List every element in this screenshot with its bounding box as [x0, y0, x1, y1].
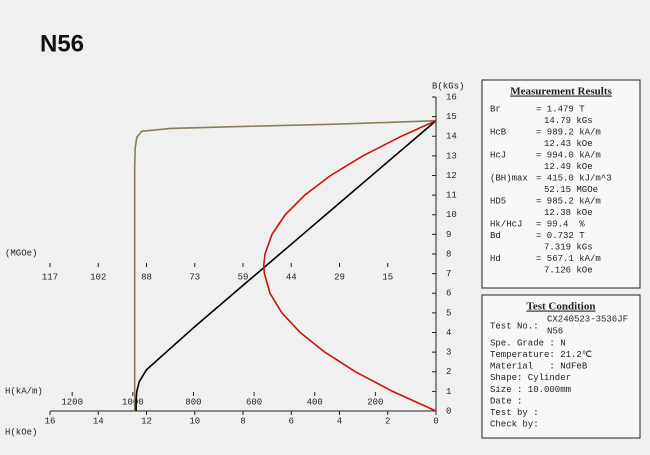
measure-value: 12.49 kOe	[544, 162, 593, 172]
x2-tick-label: 1200	[61, 397, 83, 407]
x3-axis-label: (MGOe)	[5, 248, 37, 258]
measure-label: Hk/HcJ	[490, 219, 522, 229]
measure-label: (BH)max	[490, 173, 528, 183]
y-tick-label: 14	[446, 132, 457, 142]
test-line: Temperature: 21.2℃	[490, 350, 592, 360]
test-line: Test by :	[490, 408, 539, 418]
x2-tick-label: 200	[367, 397, 383, 407]
measure-value: 12.38 kOe	[544, 208, 593, 218]
measure-value: = 1.479 T	[536, 104, 585, 114]
y-tick-label: 9	[446, 230, 451, 240]
x2-tick-label: 400	[307, 397, 323, 407]
measure-value: = 985.2 kA/m	[536, 196, 601, 206]
x-tick-label: 16	[45, 416, 56, 426]
y-tick-label: 10	[446, 210, 457, 220]
x3-tick-label: 102	[90, 272, 106, 282]
measure-value: 7.319 kGs	[544, 242, 593, 252]
x3-tick-label: 29	[334, 272, 345, 282]
measure-value: = 994.0 kA/m	[536, 150, 601, 160]
measure-value: = 567.1 kA/m	[536, 254, 601, 264]
test-no: N56	[547, 326, 563, 336]
measure-value: 7.126 kOe	[544, 265, 593, 275]
measure-value: = 99.4 %	[536, 219, 585, 229]
measure-value: = 989.2 kA/m	[536, 127, 601, 137]
y-tick-label: 1	[446, 387, 451, 397]
y-tick-label: 3	[446, 348, 451, 358]
test-no-label: Test No.:	[490, 321, 539, 331]
y-tick-label: 16	[446, 92, 457, 102]
y-tick-label: 7	[446, 269, 451, 279]
y-tick-label: 2	[446, 367, 451, 377]
test-line: Material : NdFeB	[490, 362, 588, 372]
x3-tick-label: 59	[238, 272, 249, 282]
y-tick-label: 12	[446, 171, 457, 181]
y-tick-label: 13	[446, 151, 457, 161]
x-tick-label: 2	[385, 416, 390, 426]
x-tick-label: 10	[189, 416, 200, 426]
x-tick-label: 0	[433, 416, 438, 426]
measure-label: HcB	[490, 127, 507, 137]
measure-value: 52.15 MGOe	[544, 185, 598, 195]
measure-value: = 415.0 kJ/m^3	[536, 173, 612, 183]
test-panel	[481, 294, 641, 439]
x3-tick-label: 117	[42, 272, 58, 282]
test-line: Shape: Cylinder	[490, 373, 571, 383]
x2-tick-label: 600	[246, 397, 262, 407]
measure-label: Br	[490, 104, 501, 114]
measure-value: = 0.732 T	[536, 231, 585, 241]
x-tick-label: 4	[337, 416, 342, 426]
test-line: Date :	[490, 396, 522, 406]
x3-tick-label: 88	[141, 272, 152, 282]
curve	[262, 119, 437, 412]
y-tick-label: 5	[446, 308, 451, 318]
y-axis-label: B(kGs)	[432, 81, 464, 91]
x3-tick-label: 15	[382, 272, 393, 282]
x-tick-label: 8	[240, 416, 245, 426]
x-tick-label: 6	[289, 416, 294, 426]
test-line: Check by:	[490, 420, 539, 430]
x2-axis-label: H(kA/m)	[5, 386, 43, 396]
measure-label: Hd	[490, 254, 501, 264]
test-line: Spe. Grade : N	[490, 338, 566, 348]
x2-tick-label: 1000	[122, 397, 144, 407]
y-tick-label: 15	[446, 112, 457, 122]
x2-tick-label: 800	[185, 397, 201, 407]
x-tick-label: 14	[93, 416, 104, 426]
y-tick-label: 0	[446, 406, 451, 416]
measure-value: 12.43 kOe	[544, 139, 593, 149]
y-tick-label: 4	[446, 328, 451, 338]
x3-tick-label: 44	[286, 272, 297, 282]
x-axis-label: H(kOe)	[5, 427, 37, 437]
y-tick-label: 8	[446, 249, 451, 259]
y-tick-label: 6	[446, 289, 451, 299]
test-line: Size : 10.000mm	[490, 385, 571, 395]
curve	[135, 120, 437, 411]
measure-value: 14.79 kGs	[544, 116, 593, 126]
measure-label: Bd	[490, 231, 501, 241]
measurement-panel	[481, 79, 641, 289]
y-tick-label: 11	[446, 191, 457, 201]
measure-label: HcJ	[490, 150, 506, 160]
measure-label: HD5	[490, 196, 506, 206]
panel-title: Test Condition	[527, 301, 596, 313]
curve	[133, 119, 437, 411]
x3-tick-label: 73	[189, 272, 200, 282]
x-tick-label: 12	[141, 416, 152, 426]
panel-title: Measurement Results	[510, 86, 612, 98]
test-no: CX240523-3536JF	[547, 314, 628, 324]
title: N56	[40, 30, 84, 57]
